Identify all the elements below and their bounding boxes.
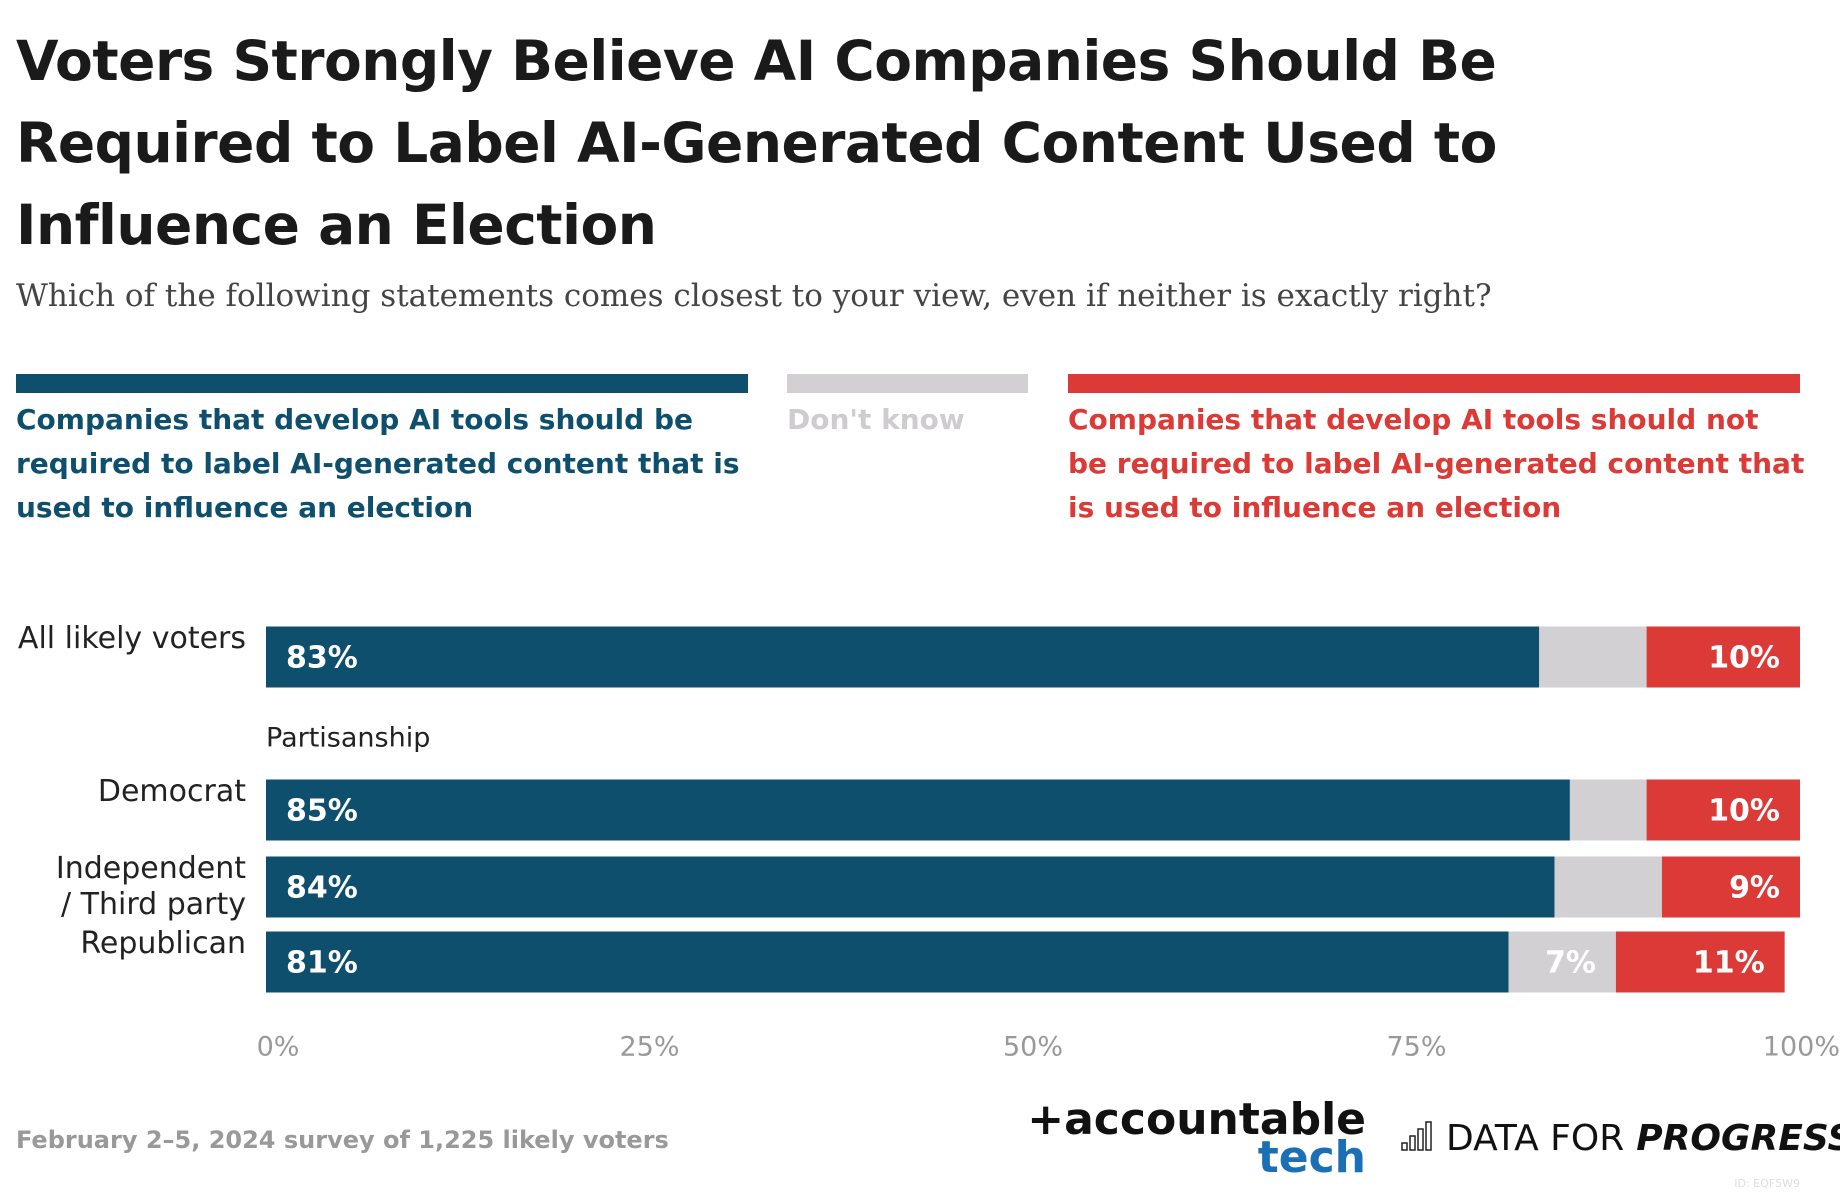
legend-swatch: [1068, 374, 1800, 393]
logo-icon: [1401, 1142, 1408, 1151]
x-tick-label: 100%: [1763, 1032, 1840, 1063]
logo-icon: [1425, 1121, 1432, 1151]
logo-dfp-text: DATA FOR: [1446, 1118, 1624, 1159]
bar-segment: [1539, 626, 1647, 688]
y-tick-label: Independent / Third party: [55, 851, 246, 922]
bar-segment: [266, 856, 1555, 918]
legend-label: Companies that develop AI tools should b…: [16, 403, 740, 524]
logo-dfp-progress: PROGRESS: [1636, 1118, 1840, 1159]
source-note: February 2–5, 2024 survey of 1,225 likel…: [16, 1126, 669, 1154]
y-tick-label: Republican: [80, 926, 246, 961]
bar-segment: [1661, 856, 1800, 918]
x-tick-label: 75%: [1386, 1032, 1446, 1063]
bar-segment: [1554, 856, 1662, 918]
bar-segment: [266, 779, 1570, 841]
bar-segment: [1615, 931, 1785, 993]
logo-accountable: +accountable: [1027, 1094, 1366, 1145]
bar-segment: [266, 931, 1509, 993]
legend-label: Companies that develop AI tools should n…: [1068, 403, 1805, 524]
logo-dfp: DATA FOR PROGRESS: [1446, 1118, 1840, 1159]
chart-title: Voters Strongly Believe AI Companies Sho…: [16, 29, 1497, 257]
x-tick-label: 0%: [257, 1032, 300, 1063]
value-label: 11%: [1693, 946, 1765, 981]
id-note: ID: EQF5W9: [1734, 1177, 1800, 1190]
bar-segment: [1569, 779, 1647, 841]
value-label: 81%: [286, 946, 358, 981]
value-label: 84%: [286, 871, 358, 906]
value-label: 83%: [286, 641, 358, 676]
y-tick-label: All likely voters: [17, 621, 246, 656]
value-label: 7%: [1545, 946, 1596, 981]
bar-segment: [1508, 931, 1616, 993]
chart-subtitle: Which of the following statements comes …: [16, 278, 1492, 314]
bar-segment: [1646, 779, 1800, 841]
group-label: Partisanship: [266, 723, 430, 754]
logo-icon: [1409, 1135, 1416, 1151]
bar-segment: [1646, 626, 1800, 688]
legend-swatch: [16, 374, 748, 393]
legend-label: Don't know: [787, 403, 965, 436]
y-tick-label: Democrat: [97, 774, 246, 809]
x-tick-label: 25%: [619, 1032, 679, 1063]
value-label: 10%: [1708, 641, 1780, 676]
value-label: 10%: [1708, 794, 1780, 829]
logo-icon: [1417, 1128, 1424, 1151]
bar-segment: [266, 626, 1540, 688]
value-label: 85%: [286, 794, 358, 829]
value-label: 9%: [1729, 871, 1780, 906]
legend-swatch: [787, 374, 1028, 393]
logo-accountable-tech: tech: [1258, 1132, 1366, 1183]
x-tick-label: 50%: [1003, 1032, 1063, 1063]
